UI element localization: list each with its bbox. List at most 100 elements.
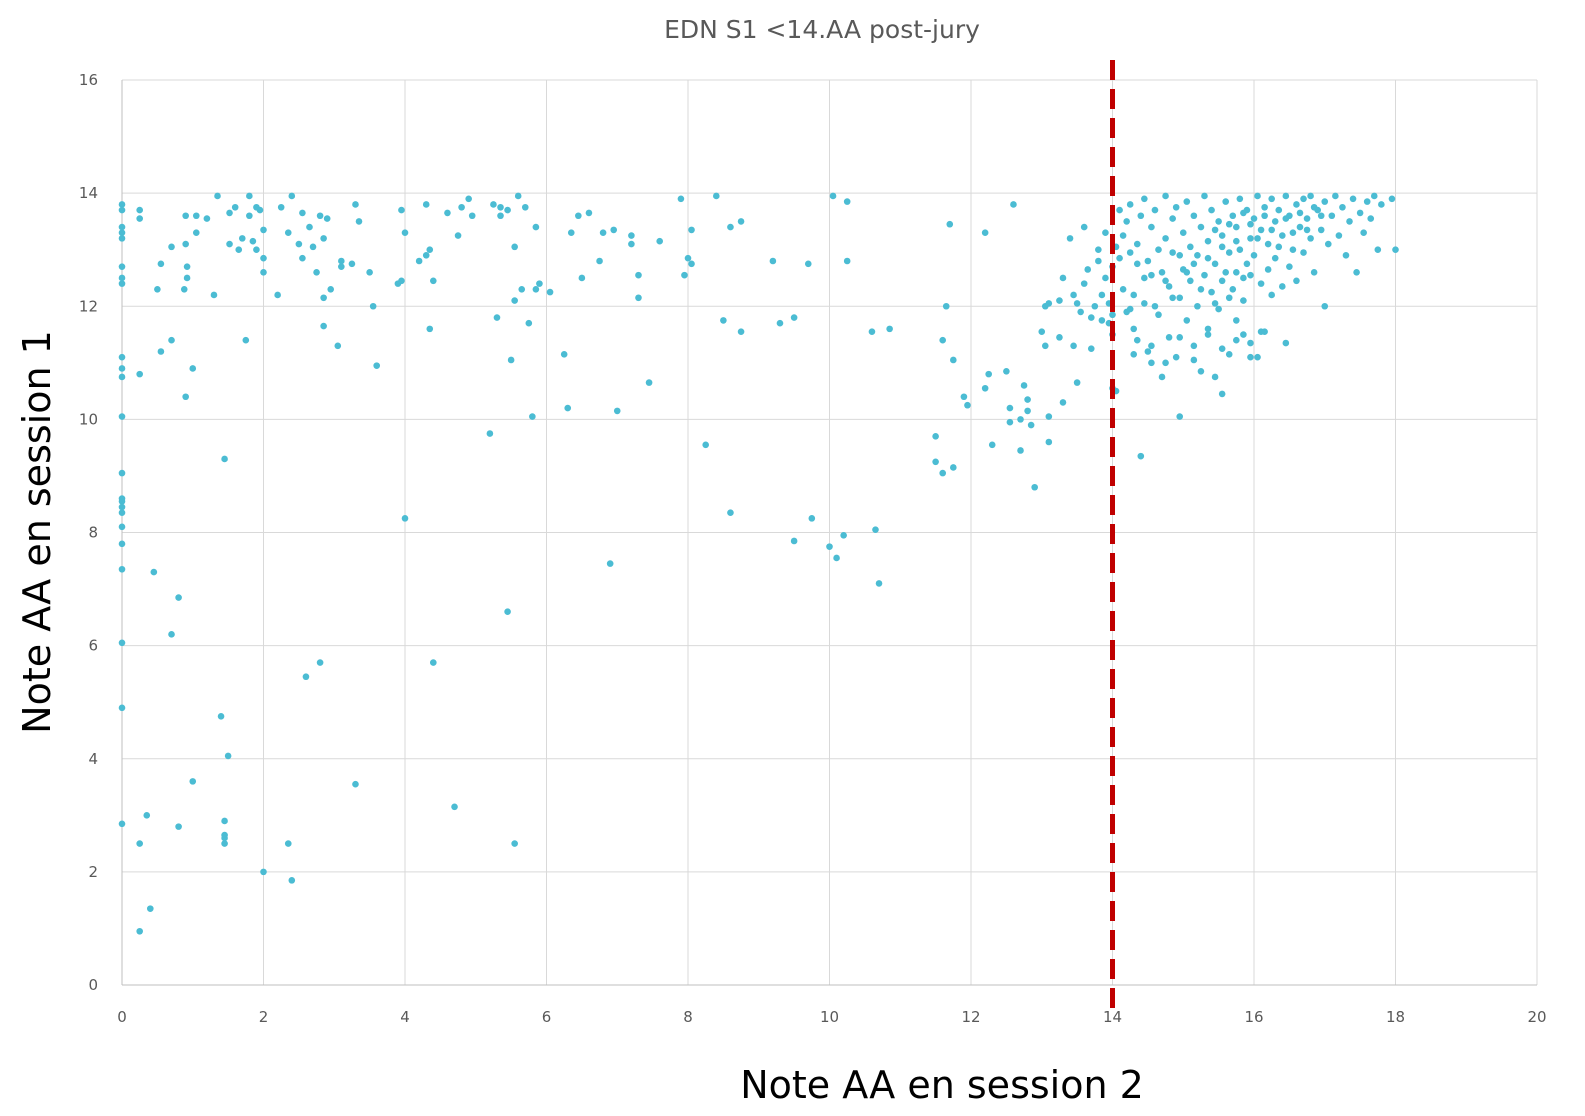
data-point [1264, 266, 1272, 273]
data-point [1247, 339, 1254, 347]
data-point [189, 365, 197, 372]
data-point [373, 362, 381, 369]
data-point [776, 319, 784, 327]
data-point [295, 240, 303, 248]
data-point [833, 554, 840, 562]
data-point [872, 526, 879, 533]
data-point [1211, 300, 1219, 307]
data-point [1066, 235, 1074, 242]
data-point [118, 353, 126, 361]
x-tick-label: 10 [820, 1008, 839, 1026]
data-point [136, 370, 143, 378]
data-point [118, 639, 126, 647]
data-point [1321, 198, 1329, 205]
data-point [118, 413, 126, 420]
data-point [497, 212, 504, 220]
data-point [242, 336, 250, 344]
data-point [1317, 212, 1325, 220]
data-point [1211, 226, 1219, 234]
data-point [1183, 317, 1191, 324]
data-point [1240, 297, 1247, 304]
data-point [532, 285, 540, 293]
data-point [1126, 305, 1134, 313]
data-point [1056, 334, 1063, 341]
data-point [1229, 212, 1237, 220]
data-point [1211, 373, 1219, 381]
data-point [118, 503, 126, 511]
data-point [235, 246, 243, 253]
data-point [1080, 223, 1088, 231]
data-point [536, 280, 543, 287]
data-point [118, 263, 126, 270]
data-point [1176, 334, 1184, 341]
data-point [118, 223, 126, 231]
data-point [1172, 353, 1180, 361]
data-point [1183, 269, 1191, 276]
data-point [313, 269, 320, 276]
data-point [168, 336, 175, 344]
data-point [1218, 232, 1226, 239]
data-point [677, 195, 685, 203]
data-point [430, 659, 437, 666]
data-point [886, 325, 893, 333]
data-point [1190, 342, 1198, 350]
data-point [454, 232, 462, 239]
data-point [1275, 206, 1283, 214]
data-point [465, 195, 472, 203]
data-point [1148, 271, 1155, 279]
data-point [985, 370, 992, 378]
data-point [511, 840, 518, 847]
data-point [231, 203, 239, 211]
data-point [1293, 201, 1300, 208]
data-point [260, 269, 267, 276]
data-point [1378, 201, 1385, 208]
x-tick-label: 20 [1527, 1008, 1546, 1026]
data-point [192, 229, 200, 237]
data-point [1172, 203, 1180, 211]
data-point [1119, 232, 1127, 239]
data-point [635, 294, 642, 302]
data-point [486, 430, 494, 437]
data-point [1271, 218, 1279, 225]
data-point [1254, 353, 1261, 361]
data-point [1332, 192, 1339, 200]
data-point [1300, 249, 1307, 256]
data-point [790, 537, 798, 545]
data-point [1222, 198, 1229, 205]
data-point [1370, 192, 1378, 200]
data-point [118, 235, 126, 242]
data-point [1197, 285, 1205, 293]
data-point [1133, 260, 1141, 268]
data-point [950, 356, 957, 364]
data-point [1038, 328, 1046, 336]
data-point [635, 271, 642, 279]
data-point [1176, 294, 1184, 302]
data-point [118, 704, 126, 712]
data-point [288, 877, 296, 884]
data-point [1339, 203, 1346, 211]
data-point [546, 288, 554, 296]
data-point [136, 927, 143, 935]
data-point [1087, 314, 1095, 321]
data-point [1045, 300, 1053, 307]
data-point [826, 543, 833, 550]
data-point [514, 192, 522, 200]
data-point [829, 192, 837, 200]
data-point [183, 274, 191, 282]
data-point [1155, 311, 1162, 319]
data-point [143, 812, 151, 819]
data-point [1264, 240, 1272, 248]
data-point [189, 778, 197, 785]
data-point [656, 237, 663, 245]
data-point [1141, 274, 1148, 282]
data-point [490, 201, 497, 208]
data-point [578, 274, 586, 282]
data-point [398, 277, 405, 285]
data-point [1388, 195, 1396, 203]
data-point [320, 322, 327, 330]
data-point [1027, 421, 1035, 429]
data-point [875, 580, 883, 587]
data-point [221, 817, 228, 825]
data-point [1162, 277, 1169, 285]
data-point [1137, 452, 1145, 460]
